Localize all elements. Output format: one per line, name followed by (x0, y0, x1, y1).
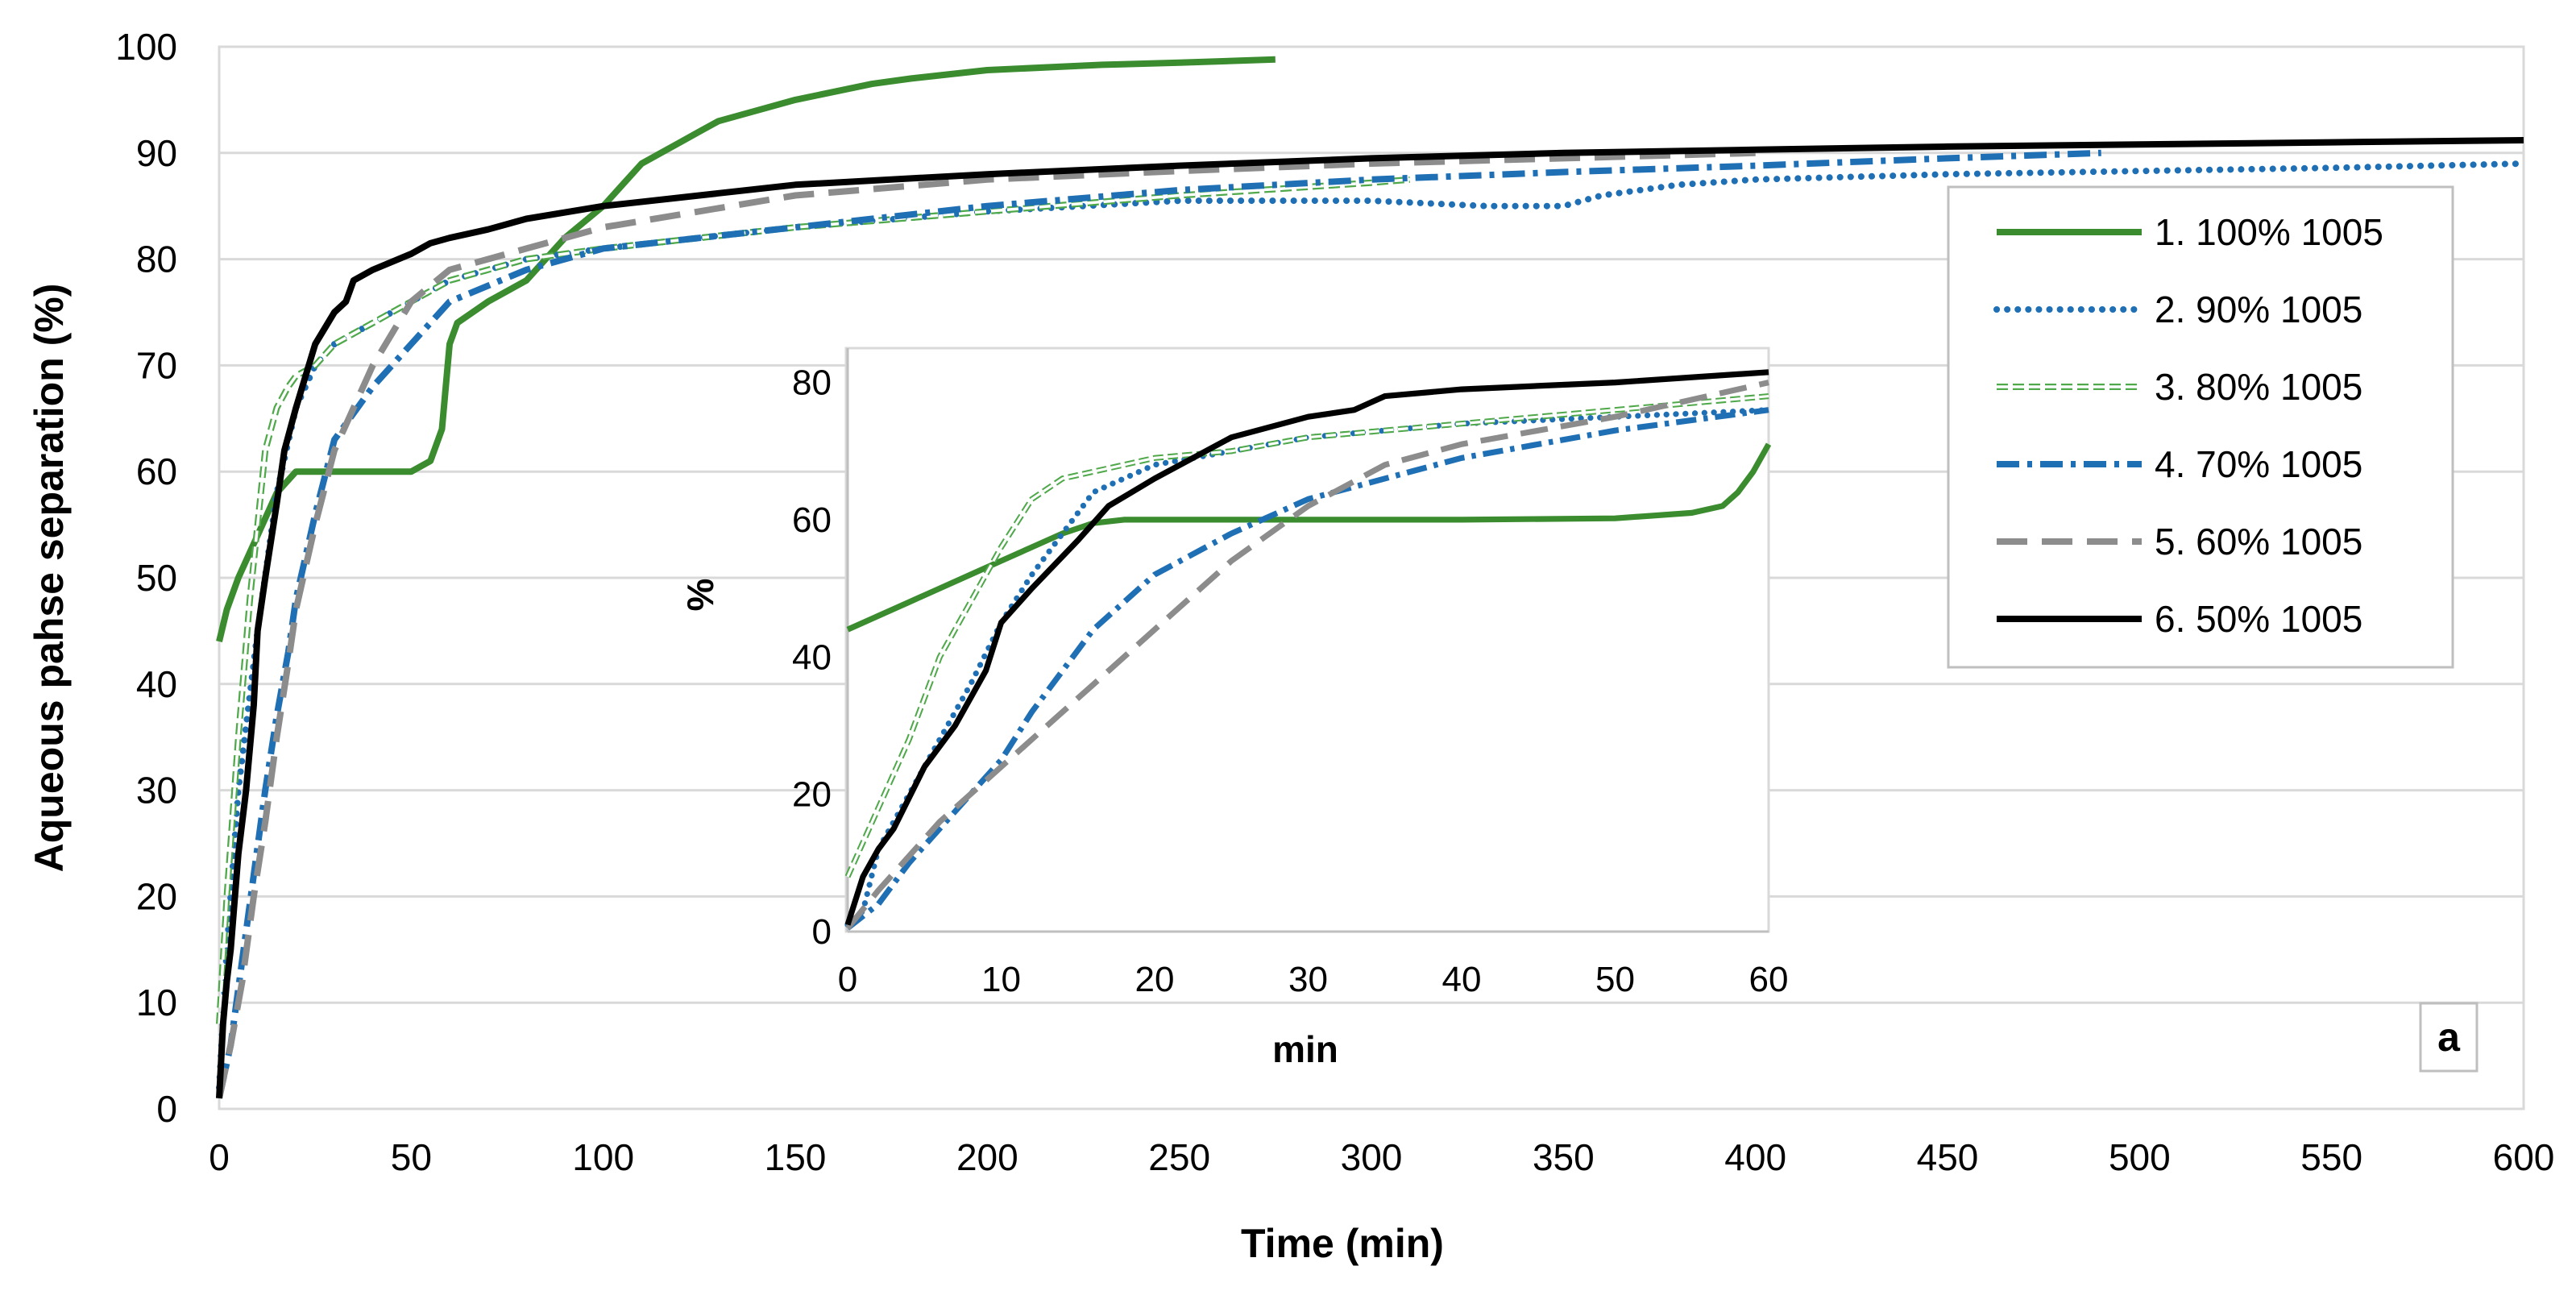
main-x-tick-label: 600 (2493, 1136, 2555, 1178)
inset-series-4-4-70-1005 (845, 407, 1769, 931)
main-y-tick-label: 50 (136, 557, 177, 599)
inset-y-axis-title: % (679, 579, 721, 612)
main-x-tick-label: 0 (209, 1136, 230, 1178)
inset-x-tick-label: 0 (838, 960, 857, 999)
inset-y-tick-label: 0 (812, 912, 832, 952)
inset-series-1-1-100-1005 (846, 442, 1772, 633)
inset-y-tick-label: 40 (792, 637, 832, 677)
main-x-axis-title: Time (min) (1241, 1221, 1444, 1266)
inset-axes (846, 348, 1769, 933)
legend-item-5: 5. 60% 1005 (1997, 521, 2362, 562)
main-x-tick-label: 450 (1917, 1136, 1979, 1178)
main-x-tick-label: 350 (1533, 1136, 1595, 1178)
inset-y-tick-label: 60 (792, 500, 832, 540)
main-series-4-4-70-1005 (216, 149, 2101, 1099)
legend-label: 3. 80% 1005 (2155, 366, 2362, 408)
inset-x-tick-label: 30 (1288, 960, 1328, 999)
main-series-5-5-60-1005 (216, 149, 1756, 1099)
inset-x-tick-label: 10 (981, 960, 1021, 999)
legend-label: 5. 60% 1005 (2155, 521, 2362, 562)
inset-x-axis-title: min (1272, 1028, 1338, 1070)
legend-item-2: 2. 90% 1005 (1993, 289, 2362, 330)
main-series-6-6-50-1005 (216, 137, 2524, 1099)
main-y-tick-label: 70 (136, 344, 177, 386)
inset-y-tick-label: 20 (792, 775, 832, 815)
main-y-tick-label: 90 (136, 132, 177, 174)
main-x-tick-label: 500 (2109, 1136, 2171, 1178)
legend-item-4: 4. 70% 1005 (1997, 443, 2362, 485)
main-y-tick-label: 30 (136, 770, 177, 812)
main-series-1-1-100-1005 (216, 56, 1276, 643)
legend-label: 1. 100% 1005 (2155, 211, 2383, 253)
inset-series-3-3-80-1005-inner (846, 395, 1769, 878)
inset-series-6-6-50-1005 (844, 369, 1769, 926)
inset-tick-labels: 0 20 40 60 80 0 10 20 30 40 50 60 (792, 363, 1788, 999)
main-x-tick-label: 50 (391, 1136, 432, 1178)
legend-box (1947, 185, 2454, 669)
main-y-tick-label: 100 (115, 26, 177, 68)
inset-y-tick-label: 80 (792, 363, 832, 403)
main-x-tick-label: 550 (2300, 1136, 2362, 1178)
main-y-axis-title: Aqueous pahse separation (%) (27, 284, 72, 873)
main-x-tick-label: 150 (765, 1136, 827, 1178)
legend-item-3: 3. 80% 1005 (1997, 366, 2362, 408)
inset-x-tick-label: 50 (1595, 960, 1635, 999)
main-y-tick-label: 20 (136, 875, 177, 917)
main-y-tick-label: 0 (156, 1088, 177, 1130)
legend-item-1: 1. 100% 1005 (1997, 211, 2383, 253)
inset-x-tick-label: 20 (1135, 960, 1175, 999)
main-x-tick-label: 400 (1724, 1136, 1786, 1178)
main-x-tick-label: 100 (572, 1136, 634, 1178)
legend-label: 4. 70% 1005 (2155, 443, 2362, 485)
main-y-tick-label: 10 (136, 982, 177, 1023)
inset-x-tick-label: 40 (1442, 960, 1482, 999)
main-y-tick-label: 40 (136, 663, 177, 705)
main-x-tick-label: 300 (1341, 1136, 1403, 1178)
inset-x-tick-label: 60 (1749, 960, 1789, 999)
legend-item-6: 6. 50% 1005 (1997, 598, 2362, 640)
panel-label: a (2437, 1015, 2461, 1060)
inset-background (844, 347, 1770, 933)
legend: 1. 100% 1005 2. 90% 1005 3. 80% 1005 4. 70%… (1993, 211, 2383, 640)
panel-label-box (2419, 1002, 2479, 1073)
inset-series-5-5-60-1005 (845, 380, 1769, 930)
main-series-lines (216, 56, 2527, 1099)
main-x-tick-label: 250 (1148, 1136, 1210, 1178)
legend-label: 2. 90% 1005 (2155, 289, 2362, 330)
main-y-tick-label: 60 (136, 450, 177, 492)
main-y-tick-label: 80 (136, 239, 177, 280)
inset-series-lines (844, 369, 1772, 931)
main-plot-area-frame (218, 45, 2525, 1110)
legend-label: 6. 50% 1005 (2155, 598, 2362, 640)
main-x-tick-label: 200 (956, 1136, 1018, 1178)
